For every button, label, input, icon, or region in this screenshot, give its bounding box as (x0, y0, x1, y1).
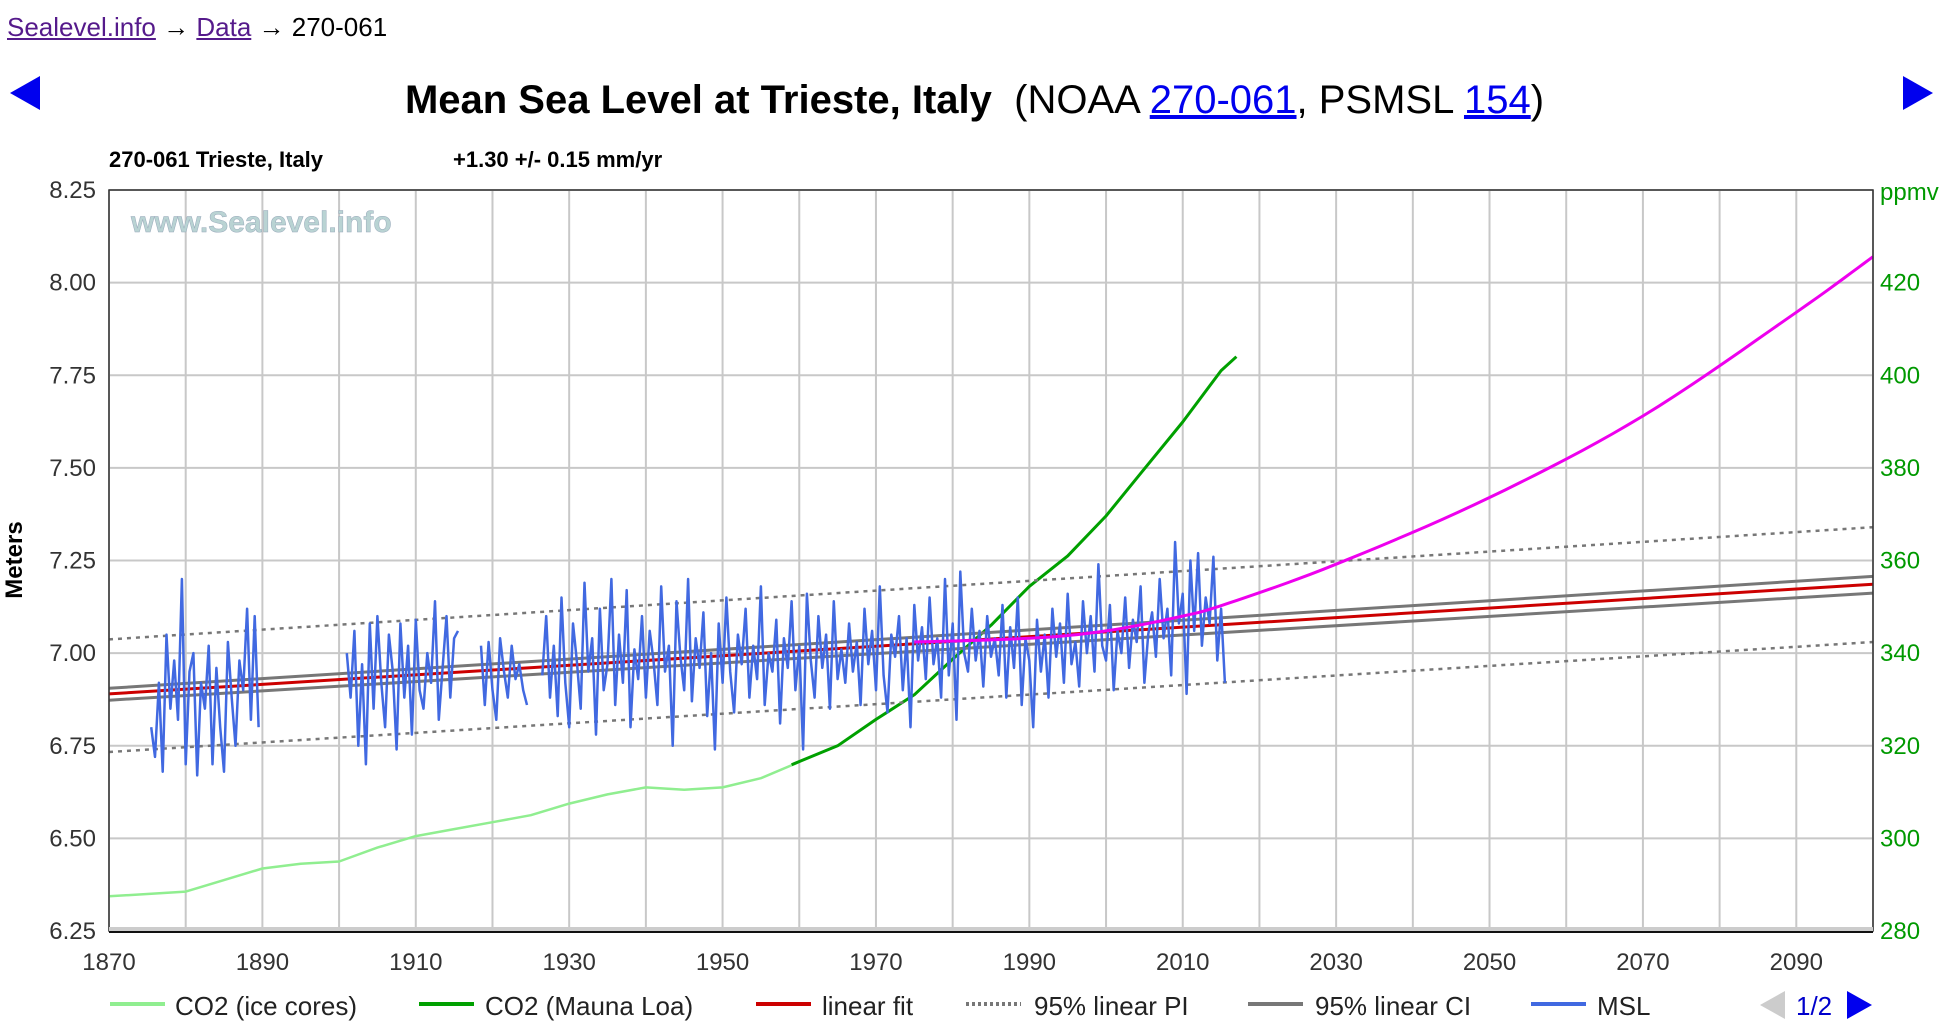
x-tick-label: 2010 (1156, 949, 1209, 976)
y2-tick-label: 420 (1880, 270, 1920, 297)
ci-upper-line (108, 574, 1874, 690)
breadcrumb-link-data[interactable]: Data (196, 12, 252, 42)
legend-label: 95% linear CI (1315, 991, 1471, 1021)
y-tick-label: 7.50 (49, 455, 96, 482)
legend-95-linear-pi[interactable]: 95% linear PI (966, 991, 1189, 1021)
y2-tick-label: 360 (1880, 548, 1920, 575)
legend-label: linear fit (822, 991, 914, 1021)
x-tick-label: 1890 (236, 949, 289, 976)
legend-co2-ice-cores[interactable]: CO2 (ice cores) (110, 991, 357, 1021)
prev-arrow-icon[interactable] (10, 76, 40, 110)
psmsl-link[interactable]: 154 (1463, 78, 1531, 122)
y2-tick-label: 400 (1880, 362, 1920, 389)
y-tick-label: 8.25 (49, 177, 96, 204)
legend-prev-page-icon[interactable] (1760, 991, 1785, 1019)
y-tick-label: 6.75 (49, 733, 96, 760)
x-tick-label: 1990 (1003, 949, 1056, 976)
breadcrumb-current: 270-061 (291, 12, 388, 42)
msl-line-segment (149, 577, 260, 777)
legend-label: CO2 (Mauna Loa) (485, 991, 693, 1021)
y2-axis-label: ppmv (1880, 179, 1939, 206)
x-tick-label: 2070 (1616, 949, 1669, 976)
y2-tick-label: 300 (1880, 825, 1920, 852)
legend-co2-mauna-loa[interactable]: CO2 (Mauna Loa) (419, 991, 693, 1021)
breadcrumb: Sealevel.info → Data → 270-061 (7, 12, 387, 43)
y-tick-label: 7.75 (49, 362, 96, 389)
acceleration-curve (914, 255, 1874, 644)
pi-lower-line (108, 640, 1874, 754)
msl-line-segment (345, 600, 460, 766)
y-tick-label: 7.25 (49, 548, 96, 575)
legend-linear-fit[interactable]: linear fit (756, 991, 914, 1021)
title-close: ) (1530, 78, 1545, 122)
y-tick-label: 8.00 (49, 270, 96, 297)
y2-tick-label: 320 (1880, 733, 1920, 760)
y2-tick-label: 380 (1880, 455, 1920, 482)
legend-page-indicator: 1/2 (1796, 991, 1832, 1021)
legend-95-linear-ci[interactable]: 95% linear CI (1248, 991, 1471, 1021)
x-tick-label: 1870 (82, 949, 135, 976)
msl-line-segment (541, 540, 1227, 751)
legend-label: 95% linear PI (1034, 991, 1189, 1021)
breadcrumb-separator: → (258, 12, 285, 42)
chart-subtitle-rate: +1.30 +/- 0.15 mm/yr (453, 147, 663, 172)
x-tick-label: 2030 (1309, 949, 1362, 976)
breadcrumb-separator: → (163, 12, 190, 42)
y-tick-label: 7.00 (49, 640, 96, 667)
x-tick-label: 1950 (696, 949, 749, 976)
watermark: www.Sealevel.info (130, 206, 392, 239)
breadcrumb-link-home[interactable]: Sealevel.info (7, 12, 156, 42)
title-open: (NOAA (1014, 78, 1150, 122)
x-tick-label: 1930 (542, 949, 595, 976)
noaa-link[interactable]: 270-061 (1149, 78, 1297, 122)
x-tick-label: 1970 (849, 949, 902, 976)
x-tick-label: 2050 (1463, 949, 1516, 976)
co2-mauna-loa-line (791, 355, 1238, 767)
legend-label: MSL (1597, 991, 1650, 1021)
y2-tick-label: 280 (1880, 918, 1920, 945)
x-tick-label: 2090 (1770, 949, 1823, 976)
y-tick-label: 6.50 (49, 825, 96, 852)
y-tick-label: 6.25 (49, 918, 96, 945)
chart-subtitle-station: 270-061 Trieste, Italy (109, 147, 324, 172)
legend-label: CO2 (ice cores) (175, 991, 357, 1021)
page-title: Mean Sea Level at Trieste, Italy (NOAA 2… (0, 78, 1949, 123)
y2-tick-label: 340 (1880, 640, 1920, 667)
y-axis-label: Meters (1, 521, 28, 598)
pi-upper-line (108, 525, 1874, 641)
next-arrow-icon[interactable] (1903, 76, 1933, 110)
x-tick-label: 1910 (389, 949, 442, 976)
title-mid: , PSMSL (1296, 78, 1464, 122)
msl-line-segment (479, 637, 529, 722)
legend-next-page-icon[interactable] (1847, 991, 1872, 1019)
title-main: Mean Sea Level at Trieste, Italy (404, 78, 992, 122)
legend-msl[interactable]: MSL (1531, 991, 1650, 1021)
co2-ice-cores-line (108, 760, 800, 898)
